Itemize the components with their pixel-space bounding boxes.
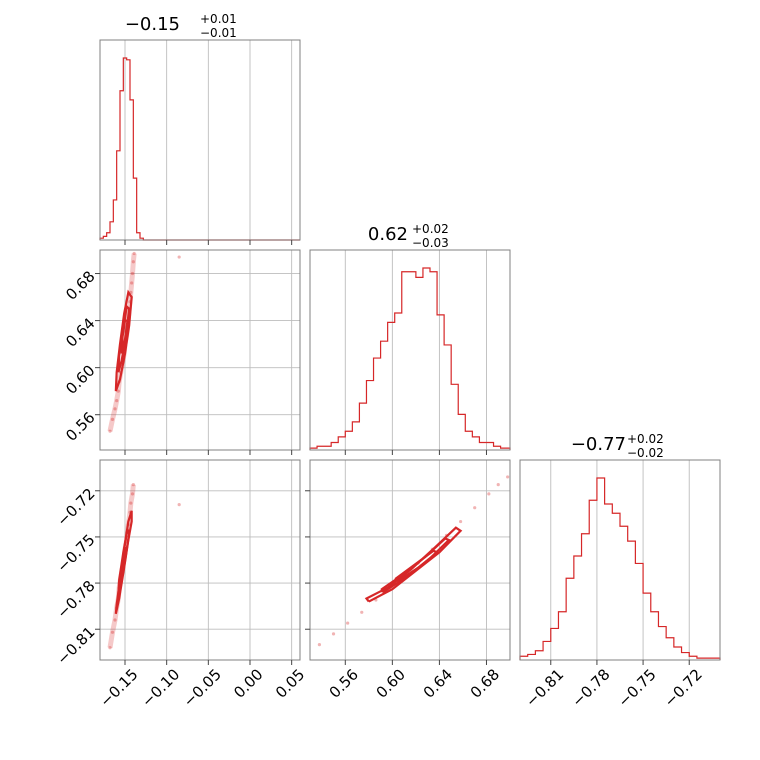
title-minus-0: −0.01 [200,26,237,40]
panel-frame-0-1 [99,249,301,451]
sample-point-0-2-2 [113,618,117,622]
title-param-1: 0.62 +0.02 −0.03 [368,222,449,250]
sample-point-0-2-14 [129,501,133,505]
title-minus-1: −0.03 [412,236,449,250]
title-median-2: −0.77 [571,434,626,455]
sample-point-1-2-10 [458,519,463,524]
sample-point-0-2-0 [108,646,112,650]
sample-point-0-1-1 [110,417,115,422]
sample-point-1-2-13 [496,483,500,487]
panel-frame-0-0 [99,39,301,241]
sample-point-0-2-17 [177,503,181,507]
sample-point-1-2-12 [487,492,491,496]
histogram-2 [519,477,721,660]
panel-0-0 [99,39,301,245]
sample-point-0-1-20 [177,255,181,259]
sample-point-0-1-16 [130,281,134,285]
sample-point-0-1-4 [116,389,120,393]
title-median-1: 0.62 [368,224,408,245]
title-plus-1: +0.02 [412,222,449,236]
sample-point-0-2-16 [131,483,135,487]
sample-point-1-2-14 [506,475,510,479]
sample-point-1-2-2 [346,621,350,625]
title-minus-2: −0.02 [627,446,664,460]
panel-frame-1-2 [309,459,511,661]
sample-point-0-2-1 [110,630,115,634]
title-param-2: −0.77 +0.02 −0.02 [571,432,664,460]
sample-point-1-2-11 [473,506,477,510]
sample-point-1-2-0 [317,643,322,647]
sample-point-0-1-2 [113,407,117,411]
sample-point-0-1-18 [131,260,135,264]
sample-point-1-2-1 [331,632,336,636]
title-median-0: −0.15 [125,14,180,35]
sample-point-0-1-17 [130,271,135,276]
panel-1-1 [309,249,511,455]
histogram-1 [309,267,511,450]
sample-point-0-1-0 [108,429,112,433]
title-param-0: −0.15 +0.01 −0.01 [125,12,237,40]
contour-0-1-2 [120,319,129,354]
contour-0-2-2 [119,545,128,581]
panel-frame-0-2 [99,459,301,661]
contour-0-1-1 [117,304,131,373]
contour-1-2-2 [394,549,440,583]
sample-point-0-1-19 [132,251,136,256]
title-plus-2: +0.02 [627,432,664,446]
panel-frame-1-1 [309,249,511,451]
sample-point-1-2-3 [360,610,364,614]
title-plus-0: +0.01 [200,12,237,26]
panel-frame-2-2 [519,459,721,661]
sample-point-0-2-15 [130,492,135,496]
sample-point-0-1-3 [115,398,119,403]
